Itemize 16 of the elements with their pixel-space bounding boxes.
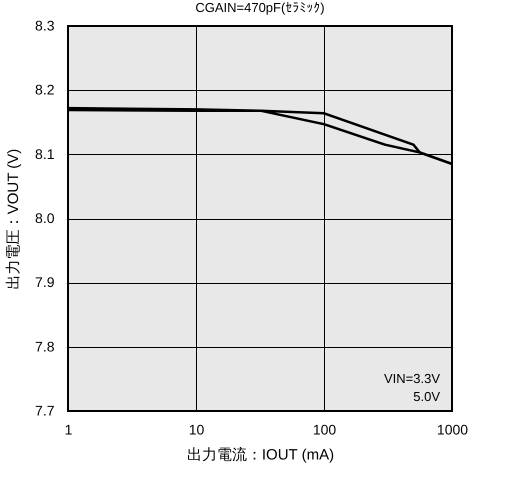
- y-tick-label: 7.8: [35, 338, 55, 354]
- x-axis-title: 出力電流：IOUT (mA): [186, 446, 334, 464]
- y-tick-label: 7.7: [35, 402, 55, 418]
- y-tick-label: 8.0: [35, 210, 55, 226]
- x-tick-label: 1: [64, 422, 73, 438]
- y-tick-label: 7.9: [35, 274, 55, 290]
- y-tick-label: 8.2: [35, 82, 55, 98]
- annotation: 5.0V: [413, 389, 440, 404]
- y-axis-title: 出力電圧：VOUT (V): [5, 148, 22, 290]
- x-tick-label: 100: [312, 422, 336, 438]
- y-tick-label: 8.3: [35, 18, 55, 34]
- x-tick-label: 10: [188, 422, 204, 438]
- chart-title: CGAIN=470pF(ｾﾗﾐｯｸ): [195, 0, 325, 15]
- annotation: VIN=3.3V: [384, 371, 440, 386]
- x-tick-label: 1000: [436, 422, 468, 438]
- y-tick-label: 8.1: [35, 146, 55, 162]
